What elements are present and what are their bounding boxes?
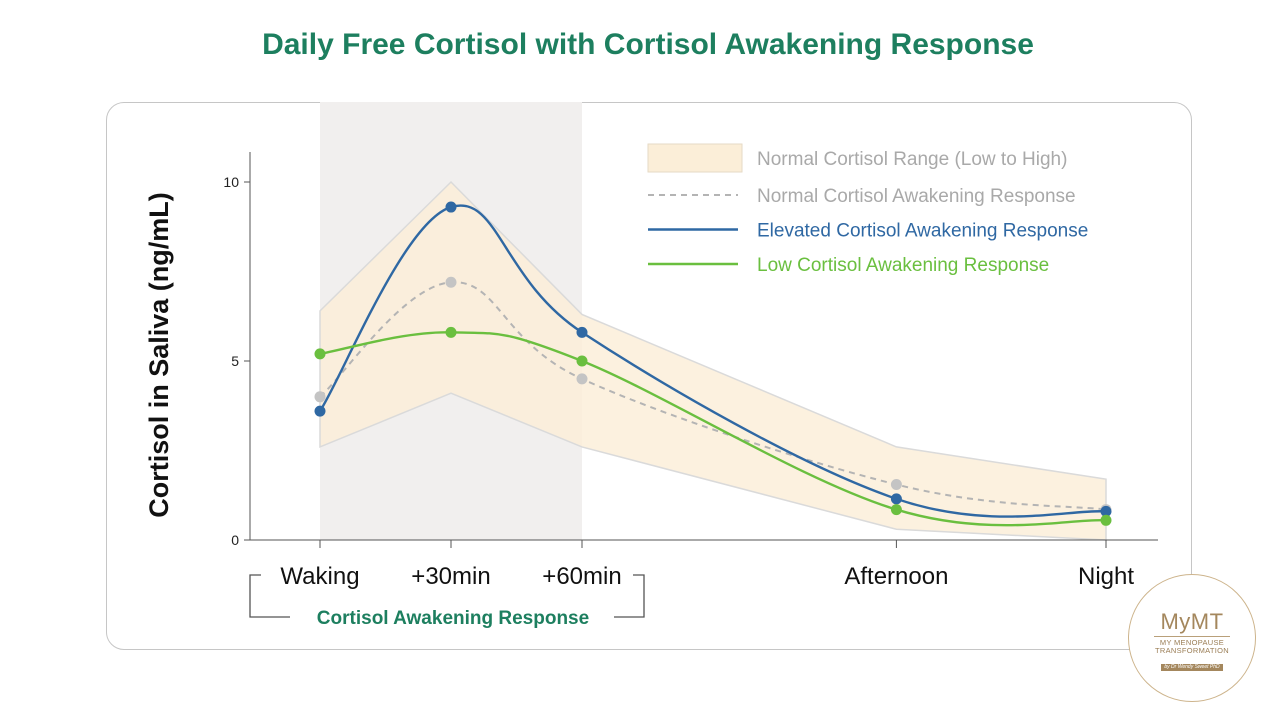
chart-title: Daily Free Cortisol with Cortisol Awaken… <box>262 28 1034 61</box>
low-car-line <box>319 331 1107 527</box>
legend-range-label: Normal Cortisol Range (Low to High) <box>757 149 1067 170</box>
badge-line-2: TRANSFORMATION <box>1154 646 1230 655</box>
normal-car-line <box>319 281 1107 511</box>
normal-car-point <box>445 276 457 288</box>
elevated-car-point <box>890 493 902 505</box>
elevated-car-point <box>445 201 457 213</box>
normal-car-point <box>576 373 588 385</box>
y-tick-label: 10 <box>223 174 239 190</box>
mymt-logo-badge: MyMT MY MENOPAUSE TRANSFORMATION by Dr W… <box>1128 574 1256 702</box>
chart-frame <box>106 102 1192 650</box>
elevated-car-point <box>576 326 588 338</box>
low-car-point <box>890 504 902 516</box>
normal-car-point <box>314 391 326 403</box>
elevated-car-point <box>1100 505 1112 517</box>
legend-range-swatch <box>647 143 743 173</box>
badge-byline: by Dr Wendy Sweet PhD <box>1161 664 1223 671</box>
x-tick-label: Night <box>1078 563 1134 590</box>
normal-car-point <box>890 479 902 491</box>
elevated-car-point <box>314 405 326 417</box>
low-car-point <box>1100 514 1112 526</box>
legend-elevated-label: Elevated Cortisol Awakening Response <box>757 221 1088 242</box>
badge-divider <box>1154 636 1230 637</box>
low-car-point <box>576 355 588 367</box>
car-bracket-left <box>249 574 290 618</box>
x-tick-label: +60min <box>542 563 621 590</box>
low-car-point <box>445 326 457 338</box>
y-tick-label: 0 <box>231 532 239 548</box>
car-bracket-right <box>614 574 645 618</box>
legend-normal-label: Normal Cortisol Awakening Response <box>757 186 1076 207</box>
car-bracket-label: Cortisol Awakening Response <box>317 608 589 629</box>
y-axis-label: Cortisol in Saliva (ng/mL) <box>144 192 174 518</box>
x-tick-label: +30min <box>411 563 490 590</box>
legend-low-label: Low Cortisol Awakening Response <box>757 255 1049 276</box>
badge-logo: MyMT <box>1160 609 1224 634</box>
x-tick-label: Afternoon <box>844 563 948 590</box>
low-car-point <box>314 348 326 360</box>
y-tick-label: 5 <box>231 353 239 369</box>
badge-line-1: MY MENOPAUSE <box>1159 638 1225 647</box>
x-tick-label: Waking <box>280 563 359 590</box>
